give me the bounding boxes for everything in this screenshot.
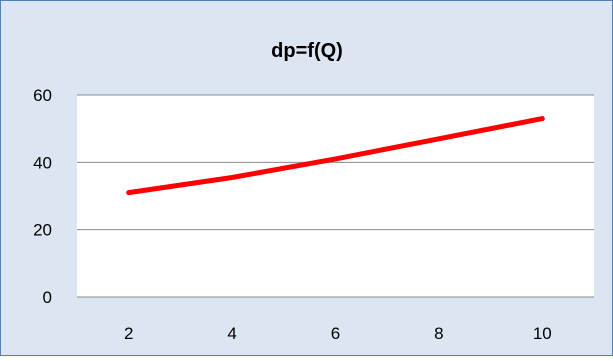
x-tick-label: 4 — [227, 324, 236, 343]
x-tick-label: 8 — [434, 324, 443, 343]
y-tick-label: 20 — [33, 221, 52, 240]
plot-area — [77, 95, 594, 297]
gridlines — [77, 94, 594, 298]
x-tick-label: 10 — [533, 324, 552, 343]
series-group — [126, 116, 545, 196]
x-axis-tick-labels: 2 4 6 8 10 — [124, 324, 552, 343]
x-tick-label: 2 — [124, 324, 133, 343]
y-axis-tick-labels: 0 20 40 60 — [33, 86, 52, 307]
y-tick-label: 40 — [33, 153, 52, 172]
y-tick-label: 0 — [43, 288, 52, 307]
x-tick-label: 6 — [331, 324, 340, 343]
series-line-0 — [126, 116, 545, 196]
chart-title: dp=f(Q) — [271, 40, 343, 62]
y-tick-label: 60 — [33, 86, 52, 105]
